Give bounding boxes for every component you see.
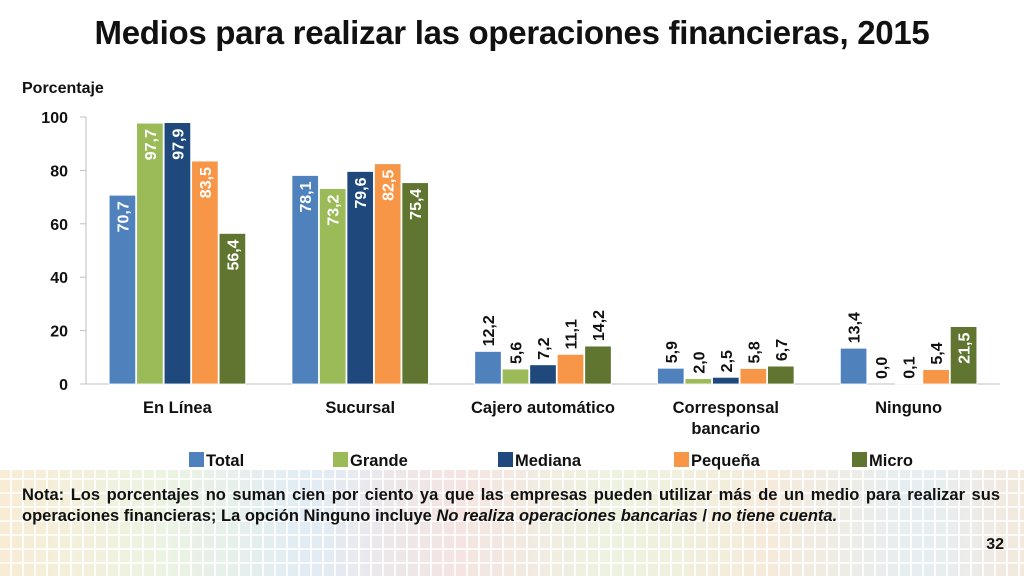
data-label: 78,1 <box>298 181 315 212</box>
data-label: 0,0 <box>874 357 891 379</box>
footnote-italic-2: no tiene cuenta. <box>711 507 838 525</box>
data-label: 5,6 <box>509 342 526 364</box>
bar <box>739 368 767 385</box>
bar <box>374 163 402 385</box>
data-label: 75,4 <box>408 189 425 220</box>
bar <box>108 194 137 385</box>
legend-swatch <box>189 452 204 467</box>
legend-swatch <box>852 452 867 467</box>
bar <box>136 122 164 385</box>
bar <box>474 351 502 385</box>
legend-swatch <box>333 452 348 467</box>
bar <box>291 175 319 385</box>
data-label: 5,8 <box>746 341 763 363</box>
data-label: 82,5 <box>381 170 398 201</box>
bar <box>712 376 740 385</box>
y-tick-label: 0 <box>59 377 68 394</box>
data-label: 83,5 <box>198 167 215 198</box>
y-axis-label: Porcentaje <box>22 80 104 97</box>
page-number: 32 <box>986 536 1004 553</box>
x-tick-label: Sucursal <box>325 399 395 417</box>
bar <box>163 122 192 385</box>
data-label: 5,4 <box>929 342 946 364</box>
y-tick-label: 60 <box>50 217 68 234</box>
bar <box>556 353 585 385</box>
data-label: 13,4 <box>847 312 864 343</box>
legend-label: Micro <box>869 452 913 470</box>
bar <box>949 326 978 385</box>
x-tick-label: Ninguno <box>875 399 942 417</box>
background-decoration <box>0 470 1024 576</box>
legend-swatch <box>674 452 689 467</box>
footnote-text: Nota: Los porcentajes no suman cien por … <box>22 486 1000 525</box>
bar <box>501 368 530 385</box>
data-label: 97,7 <box>143 129 160 160</box>
y-tick-label: 20 <box>50 324 68 341</box>
data-label: 97,9 <box>170 129 187 160</box>
x-tick-label: Corresponsal <box>673 399 779 417</box>
data-label: 79,6 <box>353 177 370 208</box>
data-label: 12,2 <box>481 315 498 346</box>
data-label: 6,7 <box>774 339 791 361</box>
y-tick-label: 80 <box>50 163 68 180</box>
page-title: Medios para realizar las operaciones fin… <box>94 14 930 51</box>
bar <box>584 345 612 385</box>
data-label: 5,9 <box>664 341 681 363</box>
data-label: 11,1 <box>564 319 581 349</box>
bar <box>922 369 950 385</box>
bar <box>767 365 795 385</box>
data-label: 2,5 <box>719 350 736 372</box>
legend-swatch <box>498 452 513 467</box>
legend-label: Pequeña <box>691 452 761 470</box>
data-label: 7,2 <box>536 337 553 359</box>
data-label: 70,7 <box>115 201 132 232</box>
data-label: 56,4 <box>225 239 242 270</box>
x-tick-label: En Línea <box>143 399 213 417</box>
bar <box>684 378 712 385</box>
footnote-separator: / <box>697 507 712 525</box>
legend-label: Mediana <box>515 452 582 470</box>
data-label: 2,0 <box>691 351 708 373</box>
footnote: Nota: Los porcentajes no suman cien por … <box>22 485 1000 527</box>
data-label: 21,5 <box>957 332 974 363</box>
footnote-italic-1: No realiza operaciones bancarias <box>436 507 698 525</box>
data-label: 14,2 <box>591 310 608 341</box>
bar <box>218 233 247 385</box>
y-tick-label: 40 <box>50 270 68 287</box>
bar <box>839 347 868 385</box>
y-tick-label: 100 <box>41 110 68 127</box>
data-label: 0,1 <box>902 356 919 378</box>
bar <box>191 160 219 385</box>
bar <box>319 188 347 385</box>
bar <box>401 182 429 385</box>
bar-chart: Porcentaje 0 20 40 60 80 100 70,7 97,7 97,9 83,5 56… <box>22 80 1000 470</box>
bar <box>657 367 685 385</box>
x-tick-label: bancario <box>691 420 760 438</box>
data-label: 73,2 <box>326 194 343 225</box>
bar <box>346 171 374 385</box>
legend-label: Total <box>206 452 244 470</box>
x-tick-label: Cajero automático <box>471 399 615 417</box>
bar <box>529 364 557 385</box>
legend-label: Grande <box>350 452 408 470</box>
